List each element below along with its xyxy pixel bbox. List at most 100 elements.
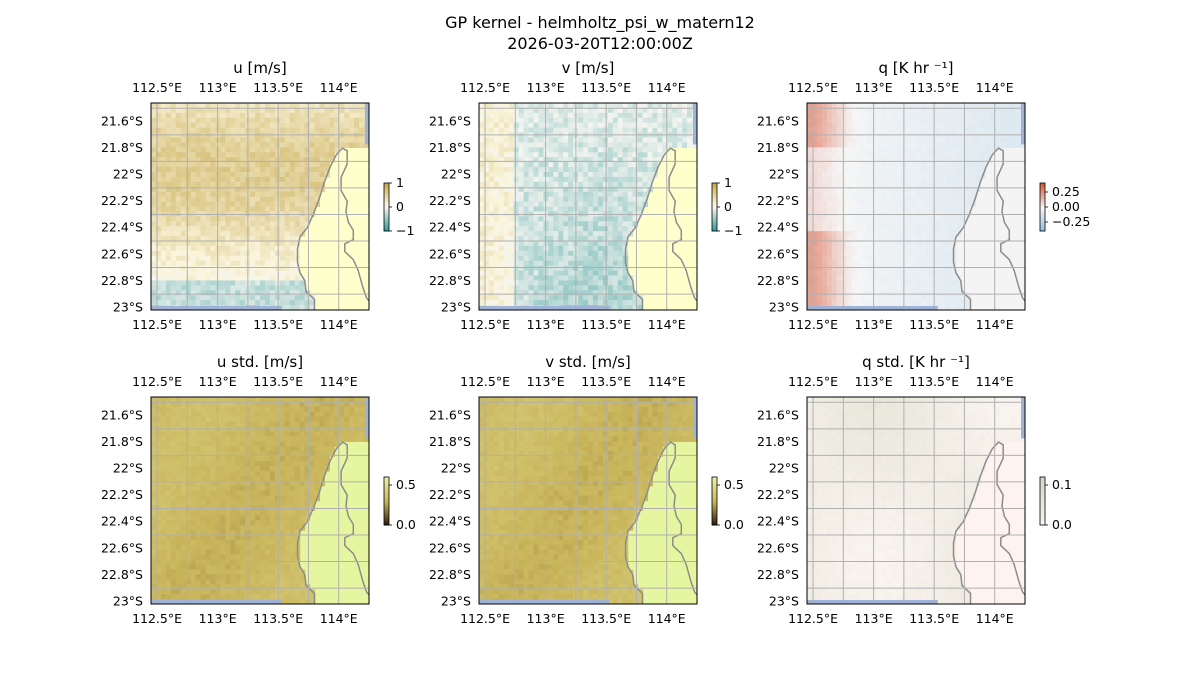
cell (294, 191, 301, 198)
cell (597, 112, 604, 119)
cell (807, 280, 813, 286)
cell (588, 255, 594, 262)
cell (210, 285, 216, 291)
cell (160, 411, 167, 418)
cell (255, 290, 261, 296)
cell (543, 117, 549, 124)
cell (945, 255, 952, 262)
cell (235, 260, 241, 267)
cell (965, 300, 972, 306)
cell (642, 107, 649, 114)
cell (955, 196, 962, 203)
cell (533, 127, 540, 134)
cell (602, 117, 609, 124)
cell (518, 265, 525, 272)
cell (821, 226, 828, 232)
cell (682, 117, 688, 124)
cell (309, 397, 316, 403)
cell (279, 290, 286, 296)
cell (215, 127, 221, 134)
cell (274, 236, 281, 242)
cell (543, 226, 549, 232)
cell (513, 196, 520, 203)
cell (513, 117, 520, 124)
cell (602, 103, 609, 109)
colorbar-step (712, 209, 717, 212)
cell (498, 241, 505, 247)
cell (632, 186, 639, 193)
cell (523, 300, 530, 306)
cell (493, 196, 500, 203)
cell (955, 176, 962, 183)
cell (647, 176, 653, 183)
cell (170, 216, 177, 222)
cell (592, 167, 599, 173)
cell (925, 196, 932, 203)
cell (816, 231, 823, 237)
cell (294, 305, 301, 310)
cell (916, 226, 922, 232)
cell (826, 176, 833, 183)
cell (622, 122, 629, 129)
cell (955, 280, 962, 286)
cell (836, 176, 843, 183)
cell (597, 186, 604, 193)
cell (607, 226, 614, 232)
cell (240, 260, 246, 267)
cell (493, 275, 500, 282)
cell (841, 245, 848, 252)
cell (945, 245, 952, 252)
cell (255, 260, 261, 267)
cell (925, 265, 932, 272)
cell (274, 270, 281, 277)
cell (558, 157, 564, 163)
cell (483, 290, 490, 296)
cell (955, 152, 962, 158)
cell (588, 122, 594, 129)
cell (950, 137, 957, 144)
cell (518, 103, 525, 109)
cell (513, 250, 520, 257)
cell (493, 142, 500, 148)
cell (930, 221, 937, 227)
xtick-bottom: 114°E (320, 317, 358, 332)
cell (255, 186, 261, 193)
cell (588, 231, 594, 237)
cell (488, 275, 495, 282)
cell (284, 270, 291, 277)
cell (304, 305, 311, 310)
cell (866, 112, 872, 119)
cell (483, 117, 490, 124)
cell (826, 107, 833, 114)
cell (583, 117, 589, 124)
cell (597, 241, 604, 247)
colorbar-step (384, 211, 389, 214)
cell (548, 122, 554, 129)
cell (627, 181, 634, 188)
cell (264, 260, 271, 267)
cell (240, 196, 246, 203)
cell (225, 103, 231, 109)
cell (856, 285, 863, 291)
cell (483, 172, 490, 178)
cell (925, 112, 932, 119)
cell (652, 117, 658, 124)
cell (617, 241, 624, 247)
xtick-bottom: 113°E (855, 317, 893, 332)
cell (498, 137, 505, 144)
cell (851, 206, 858, 213)
cell (498, 112, 505, 119)
cell (528, 172, 535, 178)
cell (807, 127, 813, 134)
cell (846, 255, 853, 262)
cell (498, 127, 505, 134)
cell (274, 401, 281, 408)
cell (279, 255, 286, 262)
cell (175, 216, 182, 222)
cell (821, 142, 828, 148)
cell (170, 157, 177, 163)
cell (151, 226, 157, 232)
cell (151, 300, 157, 306)
cell (866, 280, 872, 286)
cell (548, 245, 554, 252)
